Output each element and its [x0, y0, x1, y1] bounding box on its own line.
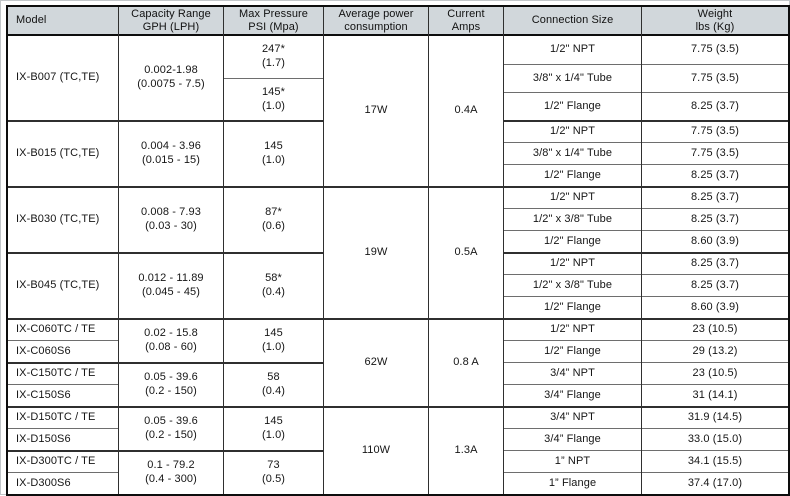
column-max-pressure: Max Pressure PSI (Mpa) 247* (1.7) 145* (1.… — [223, 7, 323, 494]
weight-cell: 7.75 (3.5) — [690, 43, 740, 56]
weight-cell: 8.25 (3.7) — [642, 252, 788, 274]
connection-size-cell: 3/4” Flange — [504, 428, 641, 450]
weight-cell: 23 (10.5) — [642, 362, 788, 384]
max-pressure-cell: 87* (0.6) — [224, 186, 323, 252]
column-header-weight: Weight lbs (Kg) — [642, 7, 788, 36]
column-connection-size: Connection Size 1/2" NPT 3/8" x 1/4" Tube 1… — [503, 7, 641, 494]
weight-cell: 8.25 (3.7) — [642, 208, 788, 230]
column-header-average-power: Average power consumption — [324, 7, 428, 36]
column-capacity-range: Capacity Range GPH (LPH) 0.002-1.98 (0.00… — [118, 7, 223, 494]
max-pressure-cell: 247* (1.7) — [261, 43, 286, 69]
current-amps-cell: 1.3A — [429, 406, 503, 494]
capacity-range-cell: 0.05 - 39.6 (0.2 - 150) — [119, 406, 223, 450]
connection-size-cell: 1/2" NPT — [549, 43, 596, 56]
current-amps-cell: 0.8 A — [429, 318, 503, 406]
average-power-cell: 17W — [364, 104, 388, 117]
current-amps-cell: 0.5A — [429, 186, 503, 318]
model-cell: IX-B015 (TC,TE) — [8, 120, 118, 186]
capacity-range-cell: 0.02 - 15.8 (0.08 - 60) — [119, 318, 223, 362]
connection-size-cell: 1/2” Flange — [504, 340, 641, 362]
connection-size-cell: 1/2” NPT — [504, 318, 641, 340]
capacity-range-cell: 0.012 - 11.89 (0.045 - 45) — [119, 252, 223, 318]
connection-size-cell: 3/8" x 1/4" Tube — [504, 64, 641, 92]
column-header-connection-size: Connection Size — [504, 7, 641, 36]
column-model: Model IX-B007 (TC,TE) IX-B015 (TC,TE) IX-B0… — [8, 7, 118, 494]
capacity-range-cell: 0.1 - 79.2 (0.4 - 300) — [119, 450, 223, 494]
column-header-current-amps: Current Amps — [429, 7, 503, 36]
weight-cell: 7.75 (3.5) — [642, 142, 788, 164]
model-cell: IX-D300S6 — [8, 472, 118, 494]
weight-cell: 8.60 (3.9) — [642, 230, 788, 252]
model-cell: IX-B045 (TC,TE) — [8, 252, 118, 318]
max-pressure-cell: 58* (0.4) — [224, 252, 323, 318]
connection-size-cell: 1/2" x 3/8" Tube — [504, 274, 641, 296]
max-pressure-cell: 145* (1.0) — [224, 78, 323, 120]
column-weight: Weight lbs (Kg) 7.75 (3.5) 7.75 (3.5) 8.25 … — [641, 7, 788, 494]
weight-cell: 33.0 (15.0) — [642, 428, 788, 450]
weight-cell: 29 (13.2) — [642, 340, 788, 362]
weight-cell: 8.25 (3.7) — [642, 164, 788, 186]
weight-cell: 23 (10.5) — [642, 318, 788, 340]
weight-cell: 8.60 (3.9) — [642, 296, 788, 318]
average-power-cell: 110W — [324, 406, 428, 494]
max-pressure-cell: 73 (0.5) — [224, 450, 323, 494]
model-cell: IX-D150TC / TE — [8, 406, 118, 428]
connection-size-cell: 1/2" Flange — [504, 230, 641, 252]
connection-size-cell: 1/2" NPT — [504, 252, 641, 274]
column-header-capacity-range: Capacity Range GPH (LPH) — [119, 7, 223, 36]
connection-size-cell: 1/2" NPT — [504, 120, 641, 142]
average-power-cell: 19W — [324, 186, 428, 318]
weight-cell: 7.75 (3.5) — [642, 64, 788, 92]
model-cell: IX-C060S6 — [8, 340, 118, 362]
weight-cell: 37.4 (17.0) — [642, 472, 788, 494]
capacity-range-cell: 0.004 - 3.96 (0.015 - 15) — [119, 120, 223, 186]
weight-cell: 31 (14.1) — [642, 384, 788, 406]
connection-size-cell: 3/8" x 1/4" Tube — [504, 142, 641, 164]
max-pressure-cell: 145 (1.0) — [224, 120, 323, 186]
connection-size-cell: 1/2" Flange — [504, 92, 641, 120]
model-cell: IX-C060TC / TE — [8, 318, 118, 340]
model-cell: IX-D150S6 — [8, 428, 118, 450]
column-header-model: Model — [8, 7, 118, 36]
capacity-range-cell: 0.002-1.98 (0.0075 - 7.5) — [137, 64, 205, 90]
model-cell: IX-B007 (TC,TE) — [16, 71, 100, 84]
column-current-amps: Current Amps 0.4A 0.5A 0.8 A 1.3A — [428, 7, 503, 494]
weight-cell: 8.25 (3.7) — [642, 274, 788, 296]
model-cell: IX-C150S6 — [8, 384, 118, 406]
current-amps-cell: 0.4A — [454, 104, 478, 117]
weight-cell: 8.25 (3.7) — [642, 186, 788, 208]
connection-size-cell: 1/2" NPT — [504, 186, 641, 208]
capacity-range-cell: 0.05 - 39.6 (0.2 - 150) — [119, 362, 223, 406]
max-pressure-cell: 145 (1.0) — [224, 318, 323, 362]
connection-size-cell: 3/4” NPT — [504, 362, 641, 384]
column-average-power: Average power consumption 17W 19W 62W 110W — [323, 7, 428, 494]
connection-size-cell: 1/2" Flange — [504, 164, 641, 186]
spec-table: Model IX-B007 (TC,TE) IX-B015 (TC,TE) IX-B0… — [6, 5, 790, 496]
capacity-range-cell: 0.008 - 7.93 (0.03 - 30) — [119, 186, 223, 252]
model-cell: IX-B030 (TC,TE) — [8, 186, 118, 252]
max-pressure-cell: 145 (1.0) — [224, 406, 323, 450]
connection-size-cell: 1” Flange — [504, 472, 641, 494]
connection-size-cell: 1/2" x 3/8" Tube — [504, 208, 641, 230]
connection-size-cell: 3/4” Flange — [504, 384, 641, 406]
weight-cell: 31.9 (14.5) — [642, 406, 788, 428]
connection-size-cell: 1” NPT — [504, 450, 641, 472]
weight-cell: 8.25 (3.7) — [642, 92, 788, 120]
connection-size-cell: 3/4” NPT — [504, 406, 641, 428]
connection-size-cell: 1/2" Flange — [504, 296, 641, 318]
model-cell: IX-D300TC / TE — [8, 450, 118, 472]
max-pressure-cell: 58 (0.4) — [224, 362, 323, 406]
column-header-max-pressure: Max Pressure PSI (Mpa) — [224, 7, 323, 36]
model-cell: IX-C150TC / TE — [8, 362, 118, 384]
weight-cell: 34.1 (15.5) — [642, 450, 788, 472]
average-power-cell: 62W — [324, 318, 428, 406]
weight-cell: 7.75 (3.5) — [642, 120, 788, 142]
